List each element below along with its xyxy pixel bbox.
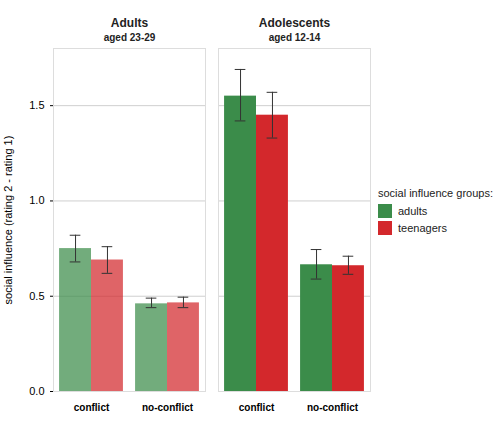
svg-text:aged 12-14: aged 12-14 [269, 32, 321, 43]
html-text:teenagers: teenagers [398, 222, 447, 234]
svg-text:1.5: 1.5 [29, 99, 44, 111]
svg-text:aged 23-29: aged 23-29 [104, 32, 156, 43]
svg-text:no-conflict: no-conflict [142, 402, 194, 413]
svg-text:conflict: conflict [239, 402, 275, 413]
svg-text:Adults: Adults [111, 16, 149, 30]
html-text:adults: adults [398, 205, 428, 217]
svg-text:social influence (rating 2 - r: social influence (rating 2 - rating 1) [2, 136, 14, 305]
svg-text:Adolescents: Adolescents [259, 16, 331, 30]
svg-text:conflict: conflict [74, 402, 110, 413]
svg-text:0.5: 0.5 [29, 290, 44, 302]
html-text:social influence groups:: social influence groups: [378, 187, 493, 199]
svg-text:1.0: 1.0 [29, 194, 44, 206]
svg-text:0.0: 0.0 [29, 385, 44, 397]
svg-text:no-conflict: no-conflict [307, 402, 359, 413]
